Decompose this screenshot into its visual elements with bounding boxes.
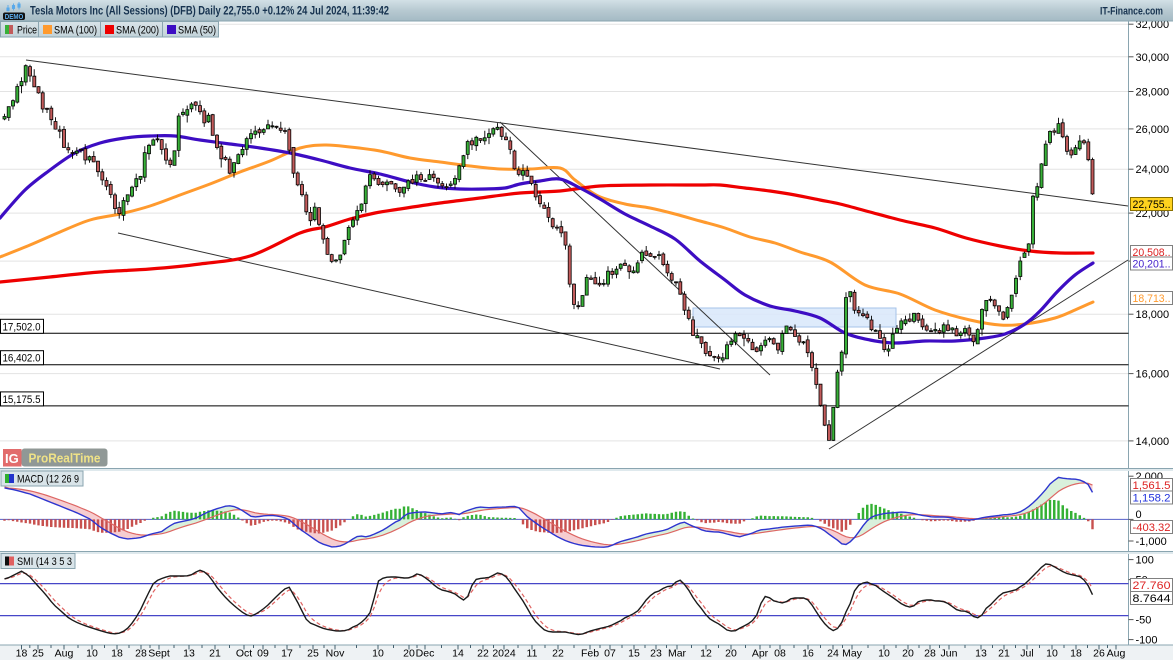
svg-text:22,755..: 22,755..: [1133, 199, 1171, 211]
svg-text:-1,000: -1,000: [1136, 536, 1167, 548]
svg-text:18,713..: 18,713..: [1133, 293, 1171, 305]
svg-text:Jul: Jul: [1020, 648, 1033, 660]
svg-text:30,000: 30,000: [1136, 52, 1170, 64]
svg-text:Tesla Motors Inc (All Sessions: Tesla Motors Inc (All Sessions) (DFB) Da…: [30, 6, 389, 18]
svg-text:Price: Price: [17, 25, 37, 37]
svg-text:23: 23: [650, 648, 662, 660]
svg-text:Dec: Dec: [416, 648, 435, 660]
svg-text:22: 22: [552, 648, 564, 660]
svg-text:16,000: 16,000: [1136, 369, 1170, 381]
svg-text:1,158.2: 1,158.2: [1133, 493, 1171, 505]
svg-text:18,000: 18,000: [1136, 309, 1170, 321]
svg-text:07: 07: [604, 648, 616, 660]
svg-text:Aug: Aug: [55, 648, 74, 660]
svg-text:32,000: 32,000: [1136, 19, 1170, 31]
svg-text:28: 28: [924, 648, 936, 660]
svg-text:18: 18: [1070, 648, 1082, 660]
svg-text:SMI (14 3 5 3: SMI (14 3 5 3: [17, 556, 72, 568]
svg-text:08: 08: [774, 648, 786, 660]
svg-text:21: 21: [998, 648, 1010, 660]
svg-text:20: 20: [902, 648, 914, 660]
svg-text:24: 24: [827, 648, 839, 660]
svg-text:20,201..: 20,201..: [1133, 259, 1171, 271]
svg-text:8.7644: 8.7644: [1133, 593, 1171, 605]
svg-text:26,000: 26,000: [1136, 124, 1170, 136]
svg-text:DEMO: DEMO: [5, 14, 24, 21]
svg-text:12: 12: [700, 648, 712, 660]
svg-text:Sept: Sept: [148, 648, 170, 660]
svg-text:-50: -50: [1136, 615, 1152, 627]
svg-text:16,402.0: 16,402.0: [3, 353, 41, 365]
svg-text:25: 25: [32, 648, 44, 660]
svg-text:11: 11: [527, 648, 538, 660]
svg-text:2024: 2024: [492, 648, 516, 660]
svg-text:0: 0: [1136, 509, 1142, 521]
svg-text:IT-Finance.com: IT-Finance.com: [1100, 6, 1163, 18]
svg-text:ProRealTime: ProRealTime: [29, 451, 101, 466]
svg-text:Apr: Apr: [752, 648, 769, 660]
svg-text:28,000: 28,000: [1136, 87, 1170, 99]
svg-text:10: 10: [878, 648, 890, 660]
svg-text:10: 10: [372, 648, 384, 660]
svg-text:10: 10: [1046, 648, 1058, 660]
svg-text:SMA (50): SMA (50): [178, 25, 216, 37]
svg-text:15: 15: [628, 648, 640, 660]
svg-text:SMA (100): SMA (100): [54, 25, 97, 37]
svg-text:18: 18: [16, 648, 28, 660]
svg-text:14,000: 14,000: [1136, 436, 1170, 448]
svg-text:10: 10: [86, 648, 98, 660]
svg-text:Nov: Nov: [326, 648, 345, 660]
svg-text:13: 13: [975, 648, 987, 660]
svg-text:IG: IG: [5, 451, 19, 466]
svg-text:14: 14: [452, 648, 464, 660]
svg-text:20: 20: [725, 648, 737, 660]
svg-text:18: 18: [111, 648, 123, 660]
svg-text:22: 22: [477, 648, 489, 660]
svg-text:15,175.5: 15,175.5: [3, 394, 41, 406]
svg-text:20: 20: [403, 648, 415, 660]
svg-text:17,502.0: 17,502.0: [3, 321, 41, 333]
svg-text:MACD (12 26 9: MACD (12 26 9: [17, 474, 79, 486]
svg-text:21: 21: [209, 648, 221, 660]
svg-text:Jun: Jun: [941, 648, 958, 660]
svg-text:-403.32: -403.32: [1133, 522, 1171, 534]
svg-text:24,000: 24,000: [1136, 164, 1170, 176]
svg-text:27.760: 27.760: [1133, 580, 1171, 592]
svg-text:17: 17: [281, 648, 293, 660]
svg-text:Feb: Feb: [581, 648, 599, 660]
svg-text:13: 13: [183, 648, 195, 660]
svg-text:22,000: 22,000: [1136, 208, 1170, 220]
svg-text:Mar: Mar: [668, 648, 687, 660]
svg-text:20,508..: 20,508..: [1133, 247, 1171, 259]
svg-text:-100: -100: [1136, 635, 1158, 647]
svg-text:SMA (200): SMA (200): [116, 25, 159, 37]
svg-text:Oct: Oct: [236, 648, 252, 660]
svg-text:09: 09: [257, 648, 269, 660]
svg-text:1,561.5: 1,561.5: [1133, 480, 1171, 492]
svg-text:26: 26: [1093, 648, 1105, 660]
svg-text:28: 28: [135, 648, 147, 660]
svg-text:100: 100: [1136, 555, 1154, 567]
svg-text:May: May: [842, 648, 863, 660]
svg-text:Aug: Aug: [1107, 648, 1126, 660]
svg-text:25: 25: [307, 648, 319, 660]
svg-text:16: 16: [802, 648, 814, 660]
